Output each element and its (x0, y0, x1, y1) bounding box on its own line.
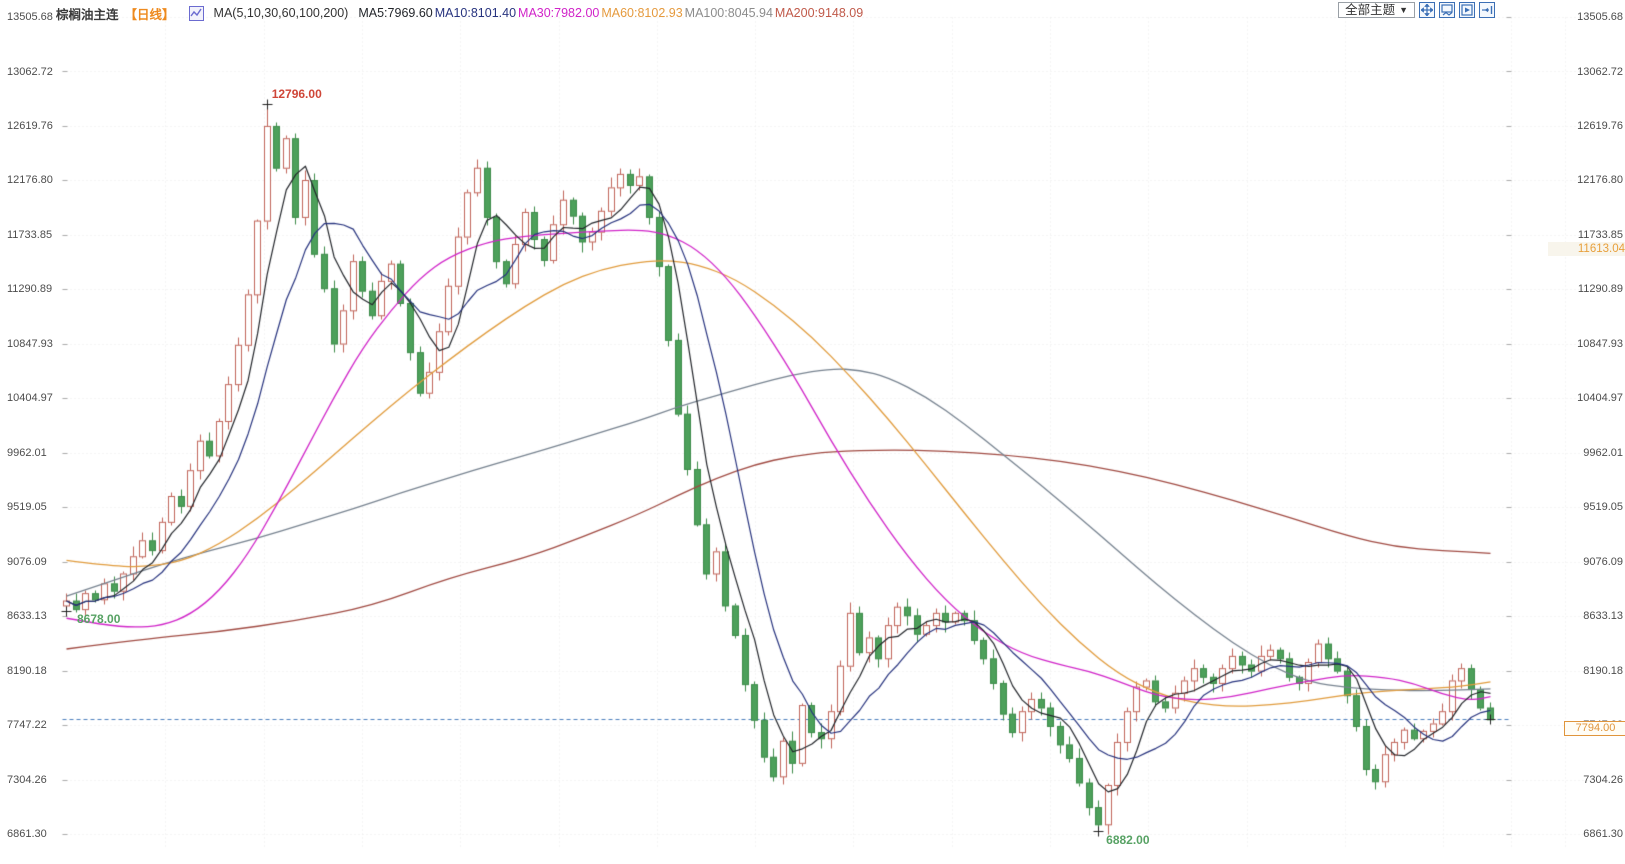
y-axis-label-right: 13062.72 (1577, 65, 1623, 78)
y-axis-label-right: 12176.80 (1577, 174, 1623, 187)
y-axis-label-left: 7747.22 (7, 719, 47, 732)
last-price-label: 7794.00 (1564, 721, 1625, 737)
chevron-down-icon: ▼ (1399, 4, 1408, 15)
y-axis-label-left: 10404.97 (7, 392, 53, 405)
y-axis-label-left: 11733.85 (7, 228, 53, 241)
theme-select-button[interactable]: 全部主题 ▼ (1338, 2, 1415, 18)
y-axis-label-left: 13505.68 (7, 11, 53, 23)
y-axis-label-right: 10404.97 (1577, 392, 1623, 405)
ma-legend: MA5:7969.60 MA10:8101.40 MA30:7982.00 MA60:… (358, 6, 865, 20)
y-axis-label-right: 13505.68 (1577, 11, 1623, 23)
step-forward-icon[interactable] (1479, 2, 1495, 18)
y-axis-label-left: 10847.93 (7, 337, 53, 350)
y-axis-label-left: 7304.26 (7, 773, 47, 786)
y-axis-label-right: 10847.93 (1577, 337, 1623, 350)
y-axis-label-right: 8633.13 (1583, 610, 1623, 623)
symbol-name: 棕榈油主连 (56, 7, 119, 22)
low-annotation-1: 8678.00 (77, 611, 121, 626)
y-axis-label-right: 8190.18 (1583, 664, 1623, 677)
y-axis-label-right: 9962.01 (1583, 446, 1623, 459)
y-axis-label-left: 9076.09 (7, 555, 47, 568)
ma-legend-item: MA200:9148.09 (774, 6, 864, 20)
y-axis-label-left: 8190.18 (7, 664, 47, 677)
y-axis-label-left: 8633.13 (7, 610, 47, 623)
y-axis-label-right: 7304.26 (1583, 773, 1623, 786)
y-axis-label-left: 9962.01 (7, 446, 47, 459)
y-axis-label-right: 9076.09 (1583, 555, 1623, 568)
ma-group-label: MA(5,10,30,60,100,200) (213, 6, 349, 20)
low-annotation-2: 6882.00 (1106, 833, 1150, 848)
theme-select-label: 全部主题 (1345, 2, 1396, 17)
move-crosshair-icon[interactable] (1419, 2, 1435, 18)
ma-legend-item: MA30:7982.00 (518, 6, 600, 20)
y-axis-label-right: 6861.30 (1583, 828, 1623, 840)
chart-header: 棕榈油主连 【日线】 MA(5,10,30,60,100,200) MA5:79… (56, 4, 865, 22)
y-axis-label-right: 12619.76 (1577, 119, 1623, 132)
ma-legend-item: MA60:8102.93 (601, 6, 683, 20)
play-forward-icon[interactable] (1459, 2, 1475, 18)
ma-legend-item: MA5:7969.60 (358, 6, 433, 20)
y-axis-label-left: 12176.80 (7, 174, 53, 187)
y-axis-label-right: 9519.05 (1583, 501, 1623, 514)
ma-legend-item: MA100:8045.94 (684, 6, 773, 20)
side-price-label: 11613.04 (1548, 241, 1625, 256)
y-axis-label-left: 6861.30 (7, 828, 47, 840)
kline-style-icon[interactable] (188, 5, 204, 21)
y-axis-label-left: 13062.72 (7, 65, 53, 78)
y-axis-label-left: 12619.76 (7, 119, 53, 132)
y-axis-label-left: 9519.05 (7, 501, 47, 514)
y-axis-label-left: 11290.89 (7, 283, 53, 296)
high-annotation: 12796.00 (271, 87, 322, 102)
ma-legend-item: MA10:8101.40 (434, 6, 517, 20)
chart-toolbar: 全部主题 ▼ (1338, 2, 1495, 18)
y-axis-label-right: 11290.89 (1577, 283, 1623, 296)
zoom-fit-icon[interactable] (1439, 2, 1455, 18)
period-tag: 【日线】 (124, 7, 175, 22)
y-axis-label-right: 11733.85 (1577, 228, 1623, 241)
